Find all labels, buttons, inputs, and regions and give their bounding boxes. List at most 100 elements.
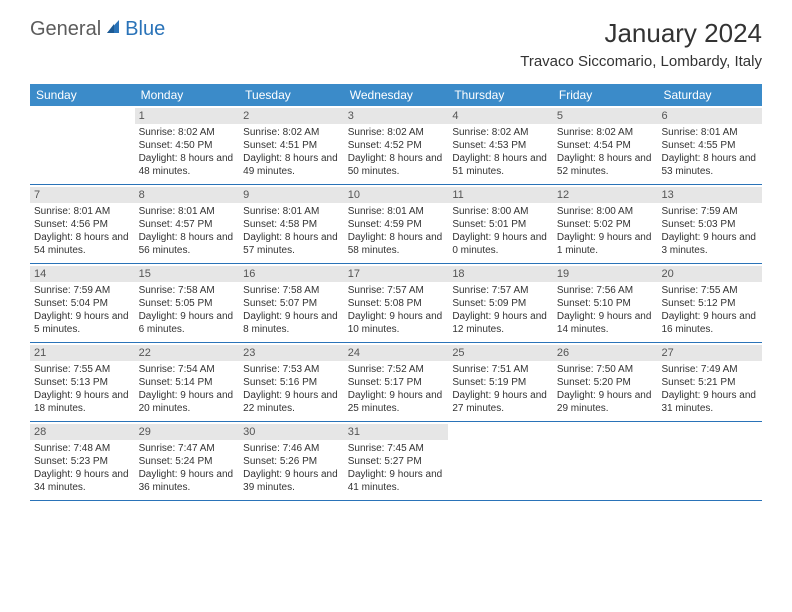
day-cell: 9Sunrise: 8:01 AMSunset: 4:58 PMDaylight…	[239, 185, 344, 263]
day-cell: 21Sunrise: 7:55 AMSunset: 5:13 PMDayligh…	[30, 343, 135, 421]
day-cell: 7Sunrise: 8:01 AMSunset: 4:56 PMDaylight…	[30, 185, 135, 263]
day-number: 30	[239, 424, 344, 440]
sunset-text: Sunset: 5:05 PM	[139, 297, 236, 310]
sunrise-text: Sunrise: 8:01 AM	[34, 205, 131, 218]
daylight-text: Daylight: 9 hours and 36 minutes.	[139, 468, 236, 494]
day-number: 31	[344, 424, 449, 440]
sunset-text: Sunset: 5:19 PM	[452, 376, 549, 389]
sunrise-text: Sunrise: 7:48 AM	[34, 442, 131, 455]
day-cell: 28Sunrise: 7:48 AMSunset: 5:23 PMDayligh…	[30, 422, 135, 500]
day-number: 15	[135, 266, 240, 282]
day-cell	[30, 106, 135, 184]
week-row: 21Sunrise: 7:55 AMSunset: 5:13 PMDayligh…	[30, 343, 762, 422]
logo: General Blue	[30, 18, 165, 41]
weekday-header: Wednesday	[344, 84, 449, 106]
sunrise-text: Sunrise: 7:52 AM	[348, 363, 445, 376]
day-cell	[448, 422, 553, 500]
daylight-text: Daylight: 9 hours and 5 minutes.	[34, 310, 131, 336]
sunrise-text: Sunrise: 8:00 AM	[452, 205, 549, 218]
sunset-text: Sunset: 4:58 PM	[243, 218, 340, 231]
daylight-text: Daylight: 8 hours and 53 minutes.	[661, 152, 758, 178]
sunrise-text: Sunrise: 8:01 AM	[139, 205, 236, 218]
sunset-text: Sunset: 5:27 PM	[348, 455, 445, 468]
day-cell: 29Sunrise: 7:47 AMSunset: 5:24 PMDayligh…	[135, 422, 240, 500]
day-number: 13	[657, 187, 762, 203]
sunrise-text: Sunrise: 7:56 AM	[557, 284, 654, 297]
day-cell: 8Sunrise: 8:01 AMSunset: 4:57 PMDaylight…	[135, 185, 240, 263]
weekday-header: Saturday	[657, 84, 762, 106]
sunrise-text: Sunrise: 8:01 AM	[661, 126, 758, 139]
day-number: 9	[239, 187, 344, 203]
sunrise-text: Sunrise: 8:02 AM	[243, 126, 340, 139]
day-number: 29	[135, 424, 240, 440]
day-number: 20	[657, 266, 762, 282]
day-number: 14	[30, 266, 135, 282]
sunrise-text: Sunrise: 8:00 AM	[557, 205, 654, 218]
day-number: 6	[657, 108, 762, 124]
month-title: January 2024	[520, 18, 762, 49]
sunset-text: Sunset: 5:07 PM	[243, 297, 340, 310]
sunset-text: Sunset: 5:09 PM	[452, 297, 549, 310]
sunset-text: Sunset: 5:10 PM	[557, 297, 654, 310]
day-cell: 22Sunrise: 7:54 AMSunset: 5:14 PMDayligh…	[135, 343, 240, 421]
day-cell: 24Sunrise: 7:52 AMSunset: 5:17 PMDayligh…	[344, 343, 449, 421]
daylight-text: Daylight: 8 hours and 56 minutes.	[139, 231, 236, 257]
day-cell: 3Sunrise: 8:02 AMSunset: 4:52 PMDaylight…	[344, 106, 449, 184]
daylight-text: Daylight: 9 hours and 34 minutes.	[34, 468, 131, 494]
day-number	[448, 424, 553, 426]
sunrise-text: Sunrise: 7:58 AM	[243, 284, 340, 297]
day-cell: 11Sunrise: 8:00 AMSunset: 5:01 PMDayligh…	[448, 185, 553, 263]
day-number: 10	[344, 187, 449, 203]
day-number: 18	[448, 266, 553, 282]
daylight-text: Daylight: 8 hours and 51 minutes.	[452, 152, 549, 178]
sunrise-text: Sunrise: 7:51 AM	[452, 363, 549, 376]
daylight-text: Daylight: 9 hours and 29 minutes.	[557, 389, 654, 415]
day-cell: 23Sunrise: 7:53 AMSunset: 5:16 PMDayligh…	[239, 343, 344, 421]
logo-text-blue: Blue	[125, 18, 165, 41]
day-number: 23	[239, 345, 344, 361]
day-cell: 25Sunrise: 7:51 AMSunset: 5:19 PMDayligh…	[448, 343, 553, 421]
sunset-text: Sunset: 4:50 PM	[139, 139, 236, 152]
day-number: 19	[553, 266, 658, 282]
day-number: 27	[657, 345, 762, 361]
daylight-text: Daylight: 9 hours and 12 minutes.	[452, 310, 549, 336]
logo-sail-icon	[105, 18, 123, 41]
sunrise-text: Sunrise: 7:45 AM	[348, 442, 445, 455]
sunset-text: Sunset: 4:53 PM	[452, 139, 549, 152]
daylight-text: Daylight: 9 hours and 6 minutes.	[139, 310, 236, 336]
day-cell: 1Sunrise: 8:02 AMSunset: 4:50 PMDaylight…	[135, 106, 240, 184]
week-row: 14Sunrise: 7:59 AMSunset: 5:04 PMDayligh…	[30, 264, 762, 343]
daylight-text: Daylight: 9 hours and 1 minute.	[557, 231, 654, 257]
week-row: 7Sunrise: 8:01 AMSunset: 4:56 PMDaylight…	[30, 185, 762, 264]
sunset-text: Sunset: 5:03 PM	[661, 218, 758, 231]
week-row: 28Sunrise: 7:48 AMSunset: 5:23 PMDayligh…	[30, 422, 762, 501]
day-number: 26	[553, 345, 658, 361]
daylight-text: Daylight: 8 hours and 50 minutes.	[348, 152, 445, 178]
day-number: 4	[448, 108, 553, 124]
sunrise-text: Sunrise: 8:02 AM	[348, 126, 445, 139]
sunrise-text: Sunrise: 8:01 AM	[243, 205, 340, 218]
day-number: 3	[344, 108, 449, 124]
sunset-text: Sunset: 4:51 PM	[243, 139, 340, 152]
day-cell: 18Sunrise: 7:57 AMSunset: 5:09 PMDayligh…	[448, 264, 553, 342]
daylight-text: Daylight: 9 hours and 0 minutes.	[452, 231, 549, 257]
day-cell: 12Sunrise: 8:00 AMSunset: 5:02 PMDayligh…	[553, 185, 658, 263]
daylight-text: Daylight: 8 hours and 54 minutes.	[34, 231, 131, 257]
weekday-header: Sunday	[30, 84, 135, 106]
day-number: 1	[135, 108, 240, 124]
sunrise-text: Sunrise: 7:58 AM	[139, 284, 236, 297]
sunset-text: Sunset: 5:08 PM	[348, 297, 445, 310]
weekday-header-row: Sunday Monday Tuesday Wednesday Thursday…	[30, 84, 762, 106]
sunrise-text: Sunrise: 7:55 AM	[661, 284, 758, 297]
sunrise-text: Sunrise: 7:55 AM	[34, 363, 131, 376]
daylight-text: Daylight: 9 hours and 22 minutes.	[243, 389, 340, 415]
sunrise-text: Sunrise: 7:54 AM	[139, 363, 236, 376]
daylight-text: Daylight: 9 hours and 39 minutes.	[243, 468, 340, 494]
day-number: 28	[30, 424, 135, 440]
day-number: 17	[344, 266, 449, 282]
daylight-text: Daylight: 8 hours and 52 minutes.	[557, 152, 654, 178]
page-header: General Blue January 2024 Travaco Siccom…	[0, 0, 792, 70]
daylight-text: Daylight: 9 hours and 25 minutes.	[348, 389, 445, 415]
sunrise-text: Sunrise: 8:02 AM	[557, 126, 654, 139]
sunset-text: Sunset: 5:24 PM	[139, 455, 236, 468]
